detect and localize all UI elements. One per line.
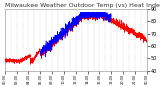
Text: Milwaukee Weather Outdoor Temp (vs) Heat Index per Minute (Last 24 Hours): Milwaukee Weather Outdoor Temp (vs) Heat… <box>5 3 160 8</box>
